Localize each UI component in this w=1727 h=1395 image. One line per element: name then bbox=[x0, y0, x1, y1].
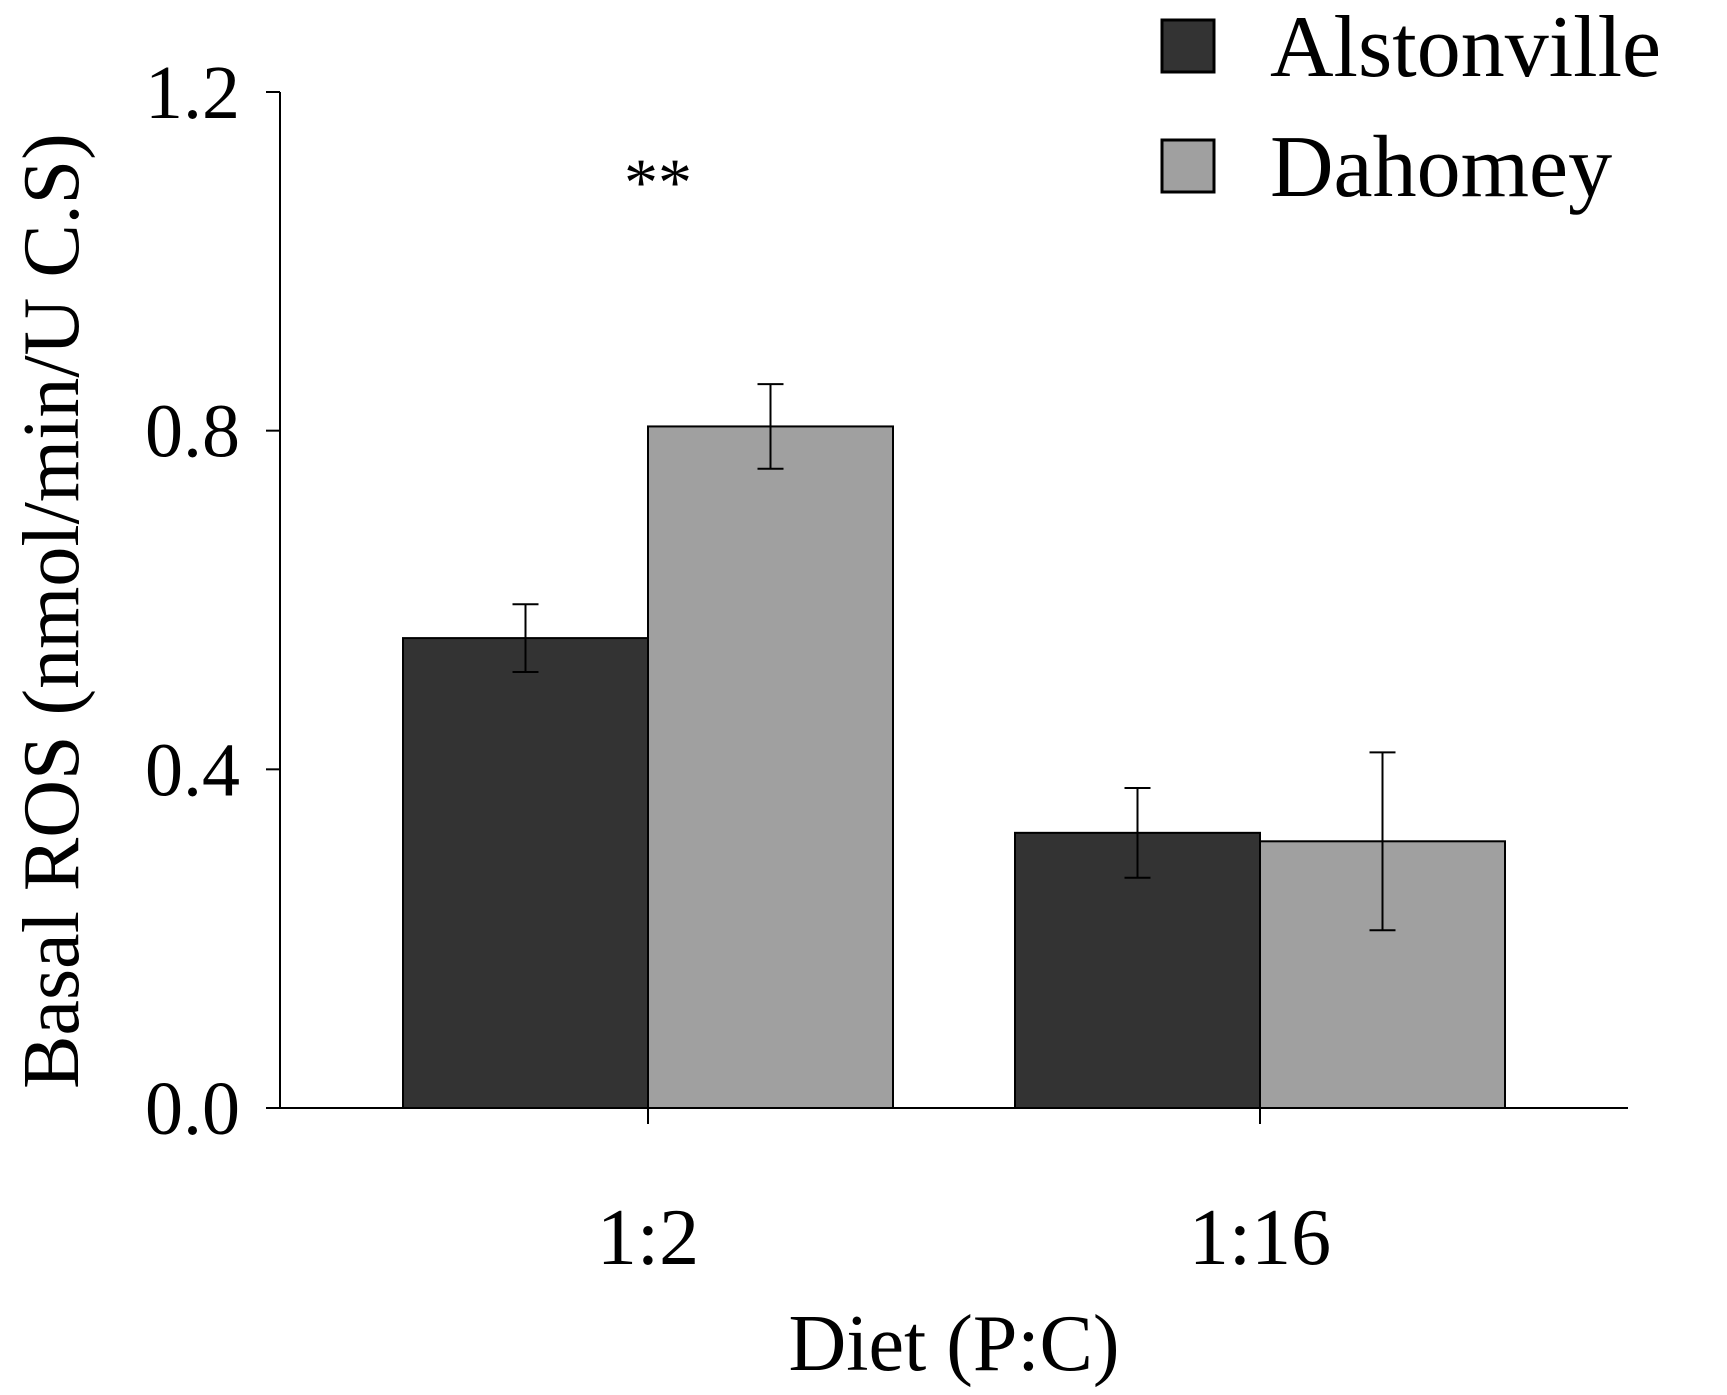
y-axis-label: Basal ROS (nmol/min/U C.S) bbox=[8, 133, 96, 1089]
y-tick-label: 1.2 bbox=[145, 51, 240, 135]
bar-alstonville-1-2 bbox=[402, 637, 649, 1109]
legend-label-dahomey: Dahomey bbox=[1270, 119, 1612, 216]
y-ticks: 0.0 0.4 0.8 1.2 bbox=[145, 51, 280, 1151]
bar-dahomey-1-2 bbox=[647, 425, 894, 1109]
legend-label-alstonville: Alstonville bbox=[1270, 0, 1661, 96]
legend: Alstonville Dahomey bbox=[1160, 0, 1661, 216]
x-tick-label: 1:2 bbox=[597, 1194, 699, 1282]
legend-swatch-dahomey bbox=[1160, 138, 1216, 194]
y-tick-label: 0.4 bbox=[145, 728, 240, 812]
x-ticks: 1:2 1:16 bbox=[597, 1108, 1331, 1282]
y-tick-label: 0.0 bbox=[145, 1067, 240, 1151]
x-axis-label: Diet (P:C) bbox=[788, 1300, 1119, 1388]
y-tick-label: 0.8 bbox=[145, 390, 240, 474]
legend-swatch-alstonville bbox=[1160, 18, 1216, 74]
bars bbox=[402, 383, 1506, 1109]
x-tick-label: 1:16 bbox=[1189, 1194, 1331, 1282]
significance-marker: ** bbox=[624, 144, 692, 220]
annotations: ** bbox=[624, 144, 692, 220]
